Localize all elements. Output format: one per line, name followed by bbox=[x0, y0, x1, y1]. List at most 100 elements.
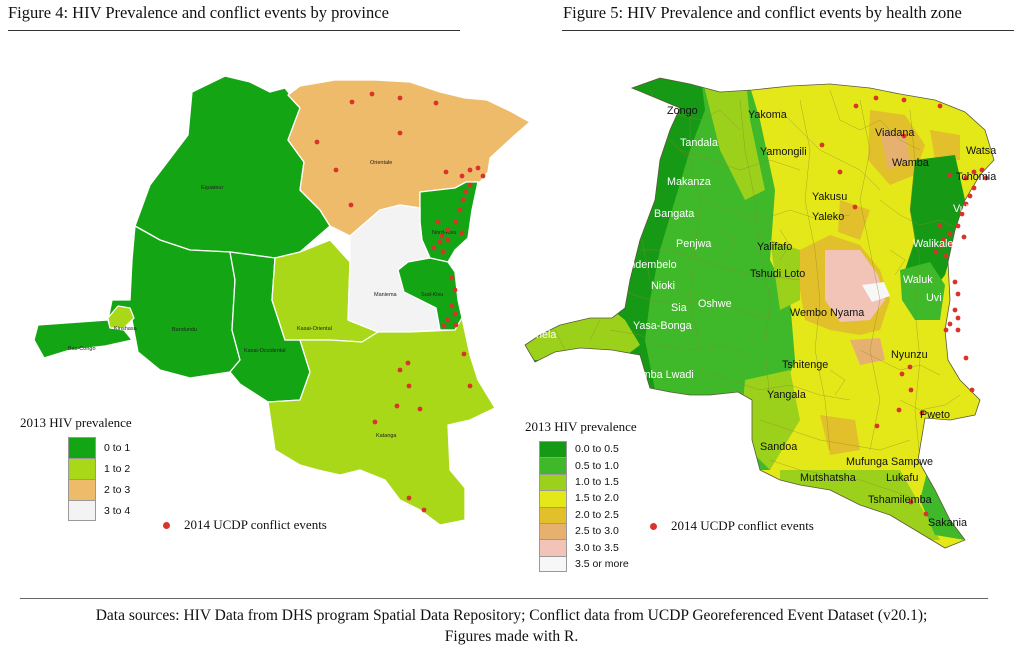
conflict-event-dot bbox=[440, 249, 446, 255]
conflict-event-icon bbox=[650, 522, 657, 530]
conflict-event-dot bbox=[453, 322, 459, 328]
label-yakusu: Yakusu bbox=[812, 191, 847, 203]
conflict-event-dot bbox=[475, 165, 481, 171]
conflict-event-dot bbox=[969, 387, 975, 393]
label-sia: Sia bbox=[671, 302, 687, 314]
province-conflict-label: 2014 UCDP conflict events bbox=[184, 517, 327, 532]
conflict-event-dot bbox=[919, 410, 925, 416]
conflict-event-dot bbox=[443, 169, 449, 175]
label-sandoa: Sandoa bbox=[760, 441, 797, 453]
legend-item: 3.0 to 3.5 bbox=[539, 539, 637, 556]
province-legend: 2013 HIV prevalence 0 to 1 1 to 2 2 to 3… bbox=[20, 415, 132, 521]
legend-item: 0.0 to 0.5 bbox=[539, 441, 637, 458]
conflict-event-dot bbox=[406, 495, 412, 501]
province-bas-congo[interactable] bbox=[33, 319, 133, 359]
legend-swatch bbox=[539, 490, 567, 507]
data-source-note: Data sources: HIV Data from DHS program … bbox=[0, 605, 1023, 647]
conflict-event-dot bbox=[467, 383, 473, 389]
legend-item: 3.5 or more bbox=[539, 555, 637, 573]
legend-item: 2.5 to 3.0 bbox=[539, 522, 637, 540]
conflict-event-dot bbox=[971, 185, 977, 191]
legend-swatch bbox=[539, 539, 567, 556]
label-orientale: Orientale bbox=[370, 160, 392, 166]
conflict-event-dot bbox=[955, 327, 961, 333]
conflict-event-dot bbox=[453, 219, 459, 225]
legend-item-3-to-4: 3 to 4 bbox=[68, 500, 132, 521]
legend-label: 2 to 3 bbox=[104, 483, 131, 496]
legend-swatch bbox=[68, 458, 96, 479]
legend-label: 3 to 4 bbox=[104, 504, 131, 517]
conflict-event-dot bbox=[437, 239, 443, 245]
legend-label: 1.0 to 1.5 bbox=[575, 475, 619, 488]
conflict-event-dot bbox=[852, 204, 858, 210]
label-kimba-lwadi: Kimba Lwadi bbox=[632, 369, 694, 381]
label-vuhovi: Vuhovi bbox=[953, 203, 986, 215]
conflict-event-dot bbox=[899, 371, 905, 377]
conflict-event-dot bbox=[397, 367, 403, 373]
conflict-event-dot bbox=[397, 95, 403, 101]
conflict-event-dot bbox=[445, 237, 451, 243]
legend-label: 3.0 to 3.5 bbox=[575, 541, 619, 554]
legend-label: 1 to 2 bbox=[104, 462, 131, 475]
label-nord-kivu: Nord-Kivu bbox=[432, 230, 456, 236]
conflict-event-dot bbox=[901, 133, 907, 139]
conflict-event-dot bbox=[417, 406, 423, 412]
conflict-event-dot bbox=[947, 321, 953, 327]
conflict-event-dot bbox=[467, 182, 473, 188]
conflict-event-dot bbox=[907, 364, 913, 370]
conflict-event-dot bbox=[348, 202, 354, 208]
legend-item: 0.5 to 1.0 bbox=[539, 457, 637, 474]
conflict-event-dot bbox=[901, 97, 907, 103]
figure-4-title-rule bbox=[8, 30, 460, 31]
label-tshudi-loto: Tshudi Loto bbox=[750, 268, 805, 280]
conflict-event-dot bbox=[923, 511, 929, 517]
label-bangata: Bangata bbox=[654, 208, 694, 220]
province-nord-kivu[interactable] bbox=[419, 181, 479, 263]
conflict-event-dot bbox=[433, 100, 439, 106]
conflict-event-dot bbox=[405, 360, 411, 366]
conflict-event-dot bbox=[406, 383, 412, 389]
label-nioki: Nioki bbox=[651, 280, 675, 292]
legend-item: 1.0 to 1.5 bbox=[539, 473, 637, 491]
conflict-event-dot bbox=[963, 355, 969, 361]
label-oshwe: Oshwe bbox=[698, 298, 732, 310]
conflict-event-dot bbox=[937, 223, 943, 229]
legend-swatch bbox=[539, 441, 567, 458]
label-makanza: Makanza bbox=[667, 176, 711, 188]
maps-canvas: Orientale Equateur Nord-Kivu Maniema Sud… bbox=[33, 75, 996, 549]
label-yaleko: Yaleko bbox=[812, 211, 844, 223]
province-bandundu[interactable] bbox=[107, 225, 241, 379]
label-mufunga-sampwe: Mufunga Sampwe bbox=[846, 456, 933, 468]
conflict-event-dot bbox=[955, 223, 961, 229]
conflict-event-dot bbox=[441, 323, 447, 329]
legend-swatch bbox=[68, 500, 96, 521]
conflict-event-dot bbox=[943, 253, 949, 259]
legend-label: 0.0 to 0.5 bbox=[575, 443, 619, 456]
conflict-event-dot bbox=[952, 279, 958, 285]
legend-item: 2.0 to 2.5 bbox=[539, 506, 637, 523]
conflict-event-dot bbox=[939, 243, 945, 249]
conflict-event-dot bbox=[955, 291, 961, 297]
conflict-event-dot bbox=[460, 197, 466, 203]
conflict-event-dot bbox=[467, 167, 473, 173]
province-map bbox=[33, 75, 531, 526]
label-sakania: Sakania bbox=[928, 517, 967, 529]
label-wamba: Wamba bbox=[892, 157, 929, 169]
conflict-event-dot bbox=[853, 103, 859, 109]
conflict-event-dot bbox=[959, 211, 965, 217]
health-zone-conflict-events bbox=[819, 95, 989, 517]
health-zone-conflict-label: 2014 UCDP conflict events bbox=[671, 518, 814, 533]
province-katanga[interactable] bbox=[267, 317, 496, 526]
legend-label: 2.5 to 3.0 bbox=[575, 525, 619, 538]
conflict-event-dot bbox=[947, 231, 953, 237]
conflict-event-icon bbox=[163, 521, 170, 529]
conflict-event-dot bbox=[971, 169, 977, 175]
conflict-event-dot bbox=[397, 130, 403, 136]
conflict-event-dot bbox=[461, 351, 467, 357]
conflict-event-dot bbox=[449, 303, 455, 309]
legend-swatch bbox=[539, 522, 567, 540]
label-boembo: Boembo bbox=[644, 401, 684, 413]
legend-item-1-to-2: 1 to 2 bbox=[68, 458, 132, 479]
label-pweto: Pweto bbox=[920, 409, 950, 421]
label-mutshatsha: Mutshatsha bbox=[800, 472, 856, 484]
